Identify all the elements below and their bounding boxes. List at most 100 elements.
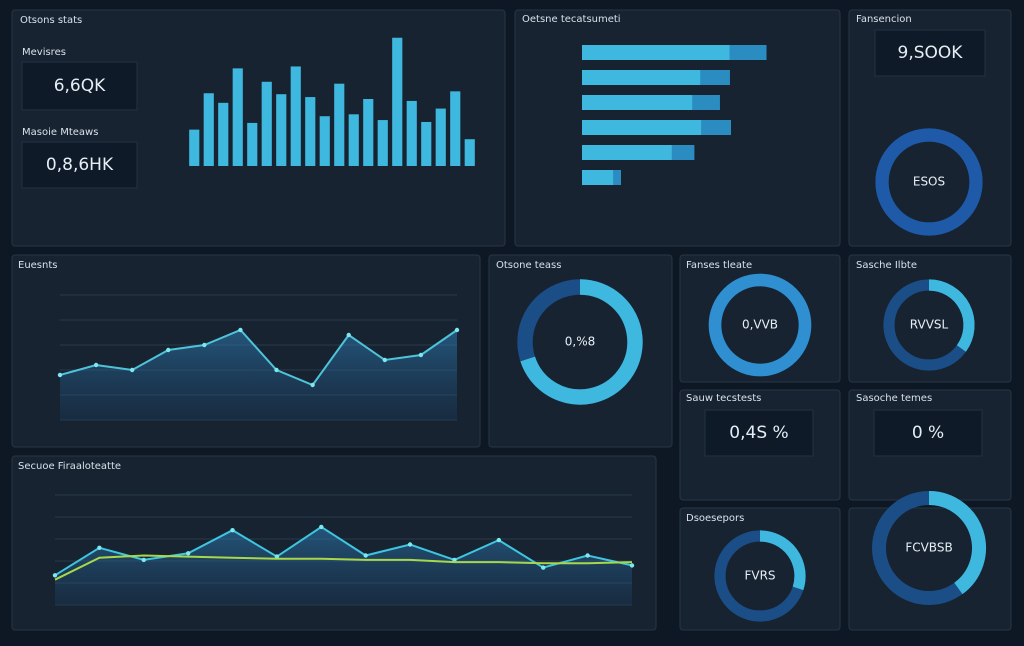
stat-card (704, 409, 814, 457)
stat-title: Mevisres (22, 47, 66, 58)
bar (189, 129, 200, 166)
bar (582, 95, 720, 110)
bar (319, 116, 330, 166)
bar (203, 93, 214, 166)
bar-shade (729, 45, 767, 60)
bar (582, 145, 695, 160)
point (319, 524, 324, 530)
stat-card (874, 29, 986, 77)
area (60, 330, 457, 420)
point (346, 332, 351, 338)
bar (392, 37, 403, 166)
panel-title: Fanses tleate (686, 260, 752, 271)
point (141, 557, 146, 563)
stat-value: 0 % (912, 423, 944, 443)
panel (848, 507, 1012, 631)
panel-title: Euesnts (18, 260, 58, 271)
bar (305, 97, 316, 166)
panel-title: Fansencion (856, 14, 912, 25)
bar (464, 139, 475, 166)
bar (348, 114, 359, 166)
point (454, 327, 460, 333)
panel-title: Otsone teass (496, 260, 561, 271)
stat-value: 0,4S % (729, 423, 788, 443)
bar (582, 70, 730, 85)
point (166, 347, 171, 353)
donut-arc (875, 128, 983, 236)
stat-title: Sasoche temes (856, 393, 932, 404)
point (452, 557, 457, 563)
bar (218, 102, 229, 166)
bar (232, 68, 243, 166)
point (363, 553, 368, 558)
bar (450, 91, 461, 166)
bar (261, 81, 272, 166)
bar (377, 120, 388, 166)
line (59, 328, 458, 387)
donut-arc (928, 491, 986, 595)
stat-card (21, 141, 138, 189)
bar (435, 108, 446, 166)
point (274, 554, 280, 559)
point (382, 357, 388, 363)
bar (582, 170, 621, 185)
point (407, 542, 413, 547)
donut-arc (520, 279, 643, 405)
bar (582, 120, 731, 135)
bar (276, 94, 287, 166)
stat-value: 9,SOOK (898, 43, 964, 63)
point (97, 545, 102, 550)
panel (848, 254, 1012, 383)
stat-title: Sauw tecstests (686, 393, 761, 404)
bar (582, 45, 767, 60)
bar-shade (613, 170, 621, 185)
point (310, 382, 315, 388)
bar (406, 100, 417, 166)
panel-title: Sasche Ilbte (856, 260, 917, 271)
point (93, 362, 99, 368)
donut-label: ESOS (913, 175, 945, 189)
donut-label: RVVSL (910, 318, 949, 332)
point (202, 342, 207, 348)
point (496, 537, 502, 543)
stat-card (873, 409, 983, 457)
stat-value: 0,8,6HK (46, 155, 114, 175)
stat-card (21, 61, 138, 111)
point (585, 553, 590, 558)
donut-arc (928, 279, 975, 352)
line (54, 554, 633, 581)
point (57, 372, 63, 378)
point (52, 573, 58, 578)
bar (363, 99, 374, 166)
stat-value: 6,6QK (54, 76, 106, 96)
donut-arc (759, 530, 806, 591)
bar (334, 83, 345, 166)
panel (679, 507, 841, 631)
bar (290, 66, 301, 166)
bar (247, 122, 258, 166)
point (185, 551, 191, 556)
donut-label: FCVBSB (905, 541, 952, 555)
donut-label: FVRS (744, 569, 775, 583)
point (629, 563, 635, 568)
point (238, 327, 243, 333)
bar-shade (692, 95, 720, 110)
panel-title: Dsoesepors (686, 513, 744, 524)
point (274, 367, 279, 373)
stat-title: Masoie Mteaws (22, 127, 98, 138)
donut-arc (708, 273, 812, 377)
area (55, 526, 632, 605)
donut-label: 0,VVB (742, 318, 778, 332)
point (541, 565, 546, 570)
bar-shade (701, 120, 731, 135)
bar (421, 121, 432, 166)
point (129, 367, 135, 373)
point (418, 352, 424, 358)
panel-title: Oetsne tecatsumeti (522, 14, 621, 25)
point (230, 528, 235, 533)
bar-shade (700, 70, 730, 85)
bar-shade (671, 145, 695, 160)
panel-title: Secuoe Firaaloteatte (18, 461, 121, 472)
donut-label: 0,%8 (565, 335, 596, 349)
